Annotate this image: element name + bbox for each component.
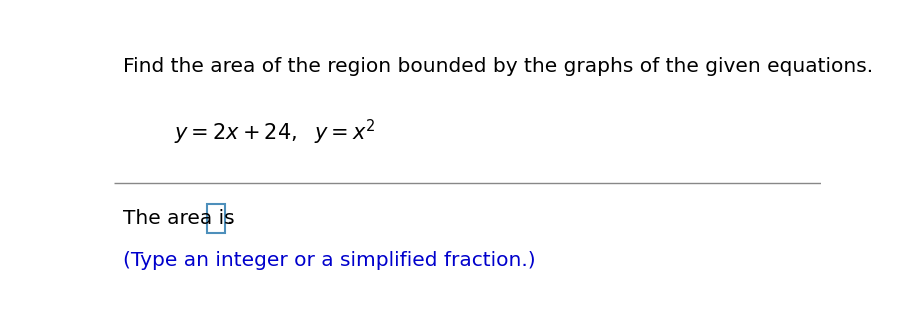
Text: .: . <box>227 209 233 228</box>
FancyBboxPatch shape <box>207 204 225 233</box>
Text: The area is: The area is <box>123 209 241 228</box>
Text: $y = 2x + 24,\ \ y = x^2$: $y = 2x + 24,\ \ y = x^2$ <box>174 118 375 147</box>
Text: Find the area of the region bounded by the graphs of the given equations.: Find the area of the region bounded by t… <box>123 57 873 76</box>
Text: (Type an integer or a simplified fraction.): (Type an integer or a simplified fractio… <box>123 251 536 270</box>
